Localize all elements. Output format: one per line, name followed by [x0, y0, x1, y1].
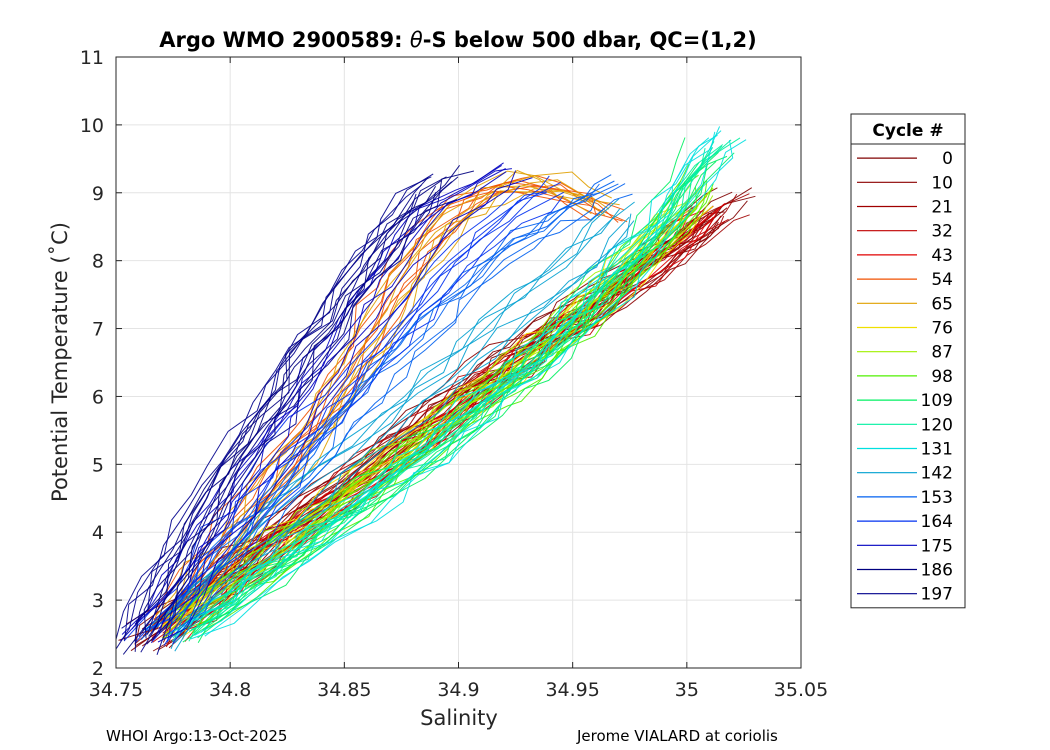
legend-entry: 186 — [921, 561, 953, 581]
x-axis-label: Salinity — [420, 706, 498, 730]
series-line-164 — [166, 181, 562, 643]
legend-entry: 21 — [931, 198, 953, 218]
series-line-197 — [121, 173, 434, 629]
legend-entry: 65 — [931, 294, 953, 314]
series-line-153 — [162, 193, 633, 637]
legend-entry: 87 — [931, 343, 953, 363]
x-tick-label: 35 — [675, 679, 699, 701]
grid — [115, 56, 802, 669]
x-tick-label: 35.05 — [774, 679, 828, 701]
legend-entry: 120 — [921, 415, 953, 435]
series-line-175 — [157, 177, 533, 643]
series-line-131 — [194, 131, 716, 636]
series-line-164 — [152, 191, 547, 641]
x-tick-label: 34.95 — [545, 679, 599, 701]
y-tick-label: 5 — [92, 454, 104, 476]
chart-title: Argo WMO 2900589: θ-S below 500 dbar, QC… — [159, 28, 756, 52]
series-line-65 — [159, 185, 592, 632]
y-tick-label: 2 — [92, 658, 104, 680]
series-line-186 — [147, 165, 461, 635]
series-line-175 — [134, 168, 506, 625]
x-tick-label: 34.9 — [437, 679, 479, 701]
x-tick-label: 34.8 — [209, 679, 251, 701]
legend-entry: 10 — [931, 173, 953, 193]
y-tick-label: 11 — [80, 47, 104, 69]
plot-area — [116, 126, 756, 655]
legend-entry: 175 — [921, 536, 953, 556]
series-line-186 — [148, 170, 475, 637]
series-line-131 — [171, 137, 710, 642]
series-line-153 — [166, 183, 626, 643]
footer-right: Jerome VIALARD at coriolis — [576, 727, 778, 745]
series-line-131 — [204, 139, 747, 637]
legend-entry: 32 — [931, 222, 953, 242]
legend-title: Cycle # — [872, 121, 943, 141]
series-line-153 — [146, 183, 619, 632]
y-tick-label: 4 — [92, 522, 104, 544]
series-line-65 — [155, 170, 591, 617]
series-line-109 — [189, 155, 728, 632]
series-line-186 — [143, 176, 447, 639]
footer-left: WHOI Argo:13-Oct-2025 — [106, 727, 287, 745]
series-line-175 — [120, 171, 507, 642]
legend-entry: 131 — [921, 440, 953, 460]
legend-entry: 197 — [921, 585, 953, 605]
legend: Cycle # 0 10 21 32 43 54 65 76 87 98 109 120 131 142 15… — [850, 113, 966, 609]
series-line-197 — [138, 181, 453, 638]
legend-entry: 54 — [931, 270, 953, 290]
series-line-153 — [142, 192, 601, 631]
series-line-65 — [173, 190, 606, 634]
series-line-142 — [174, 220, 635, 644]
y-tick-label: 9 — [92, 183, 104, 205]
y-tick-label: 10 — [80, 115, 104, 137]
series-line-142 — [144, 208, 606, 631]
legend-entry: 142 — [921, 464, 953, 484]
y-tick-label: 7 — [92, 319, 104, 341]
series-line-120 — [191, 145, 723, 631]
y-tick-label: 8 — [92, 251, 104, 273]
legend-entry: 98 — [931, 367, 953, 387]
legend-entry: 164 — [921, 512, 953, 532]
series-line-120 — [200, 139, 732, 633]
series-line-131 — [190, 140, 734, 640]
series-line-98 — [191, 187, 698, 634]
legend-entry: 0 — [942, 149, 953, 169]
series-line-164 — [152, 175, 550, 630]
series-line-142 — [174, 213, 632, 652]
series-line-197 — [116, 193, 417, 649]
series-line-142 — [170, 216, 630, 649]
series-line-98 — [175, 174, 699, 622]
series-line-197 — [116, 184, 422, 640]
x-tick-label: 34.85 — [317, 679, 371, 701]
series-line-131 — [168, 134, 718, 635]
series-line-164 — [172, 195, 564, 645]
y-axis-label: Potential Temperature (˚C) — [48, 222, 72, 502]
series-line-197 — [124, 176, 432, 641]
legend-entry: 76 — [931, 319, 953, 339]
series-line-197 — [140, 192, 437, 653]
legend-entry: 153 — [921, 488, 953, 508]
axis-ticks: 34.75 34.8 34.85 34.9 34.95 35 35.05 2 3 4 5 6 7 8 9 10… — [80, 47, 828, 701]
series-line-54 — [180, 185, 623, 624]
x-tick-label: 34.75 — [89, 679, 143, 701]
y-tick-label: 3 — [92, 590, 104, 612]
y-tick-label: 6 — [92, 386, 104, 408]
series-line-131 — [188, 126, 721, 625]
series-line-65 — [181, 171, 612, 619]
series-line-131 — [176, 130, 722, 636]
series-line-186 — [122, 180, 442, 655]
series-line-109 — [166, 137, 686, 630]
series-line-164 — [163, 191, 565, 646]
series-line-175 — [150, 170, 517, 644]
series-line-197 — [156, 199, 458, 655]
legend-entry: 43 — [931, 246, 953, 266]
legend-entry: 109 — [921, 391, 953, 411]
